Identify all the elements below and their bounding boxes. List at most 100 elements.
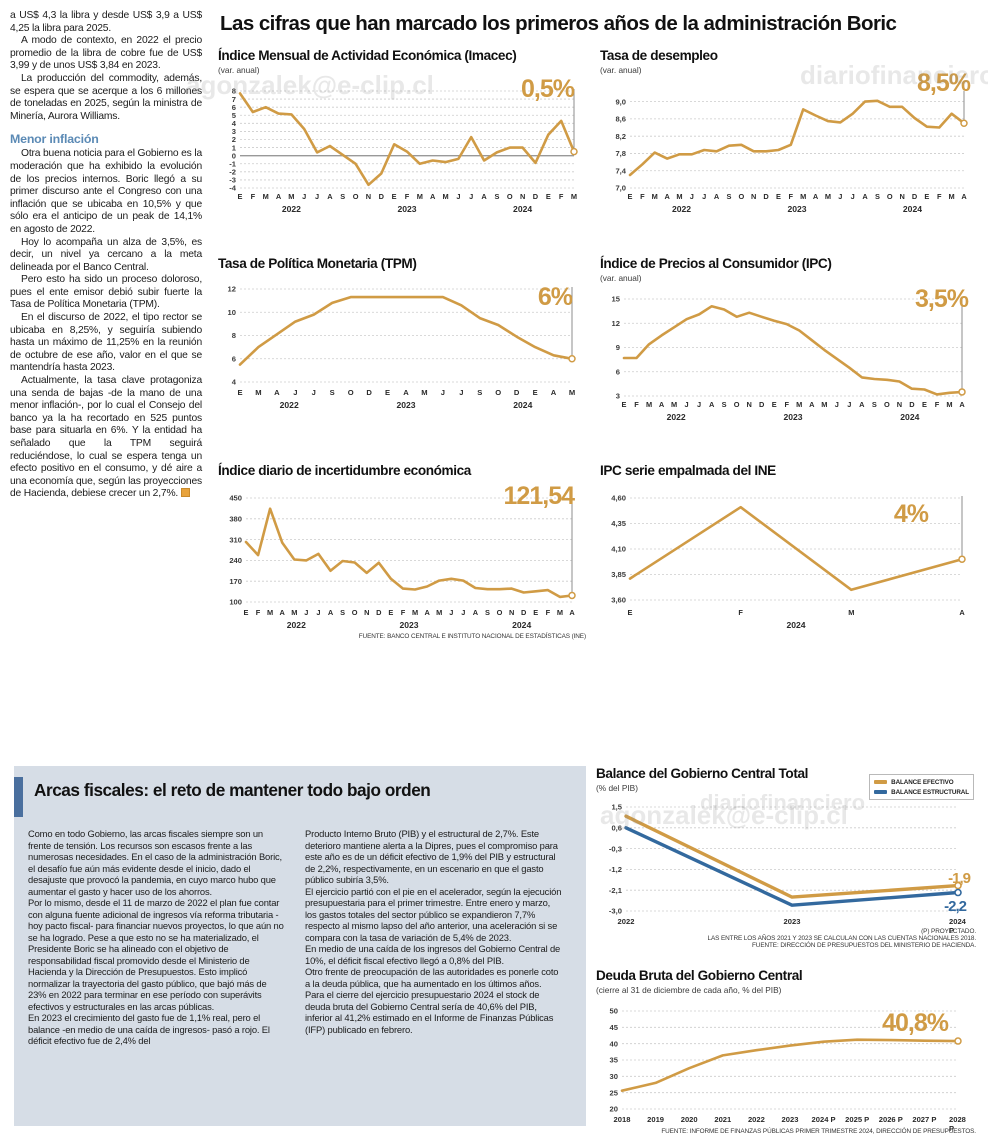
chart-source: FUENTE: INFORME DE FINANZAS PÚBLICAS PRI…: [661, 1128, 976, 1135]
svg-text:3,85: 3,85: [611, 570, 627, 579]
svg-text:40: 40: [610, 1039, 618, 1048]
x-tick-label: D: [911, 192, 918, 201]
paragraph-text: Actualmente, la tasa clave protagoniza u…: [10, 375, 202, 500]
chart-title: Índice Mensual de Actividad Económica (I…: [218, 48, 517, 63]
x-tick-label: J: [449, 608, 454, 617]
x-tick-label: J: [847, 400, 852, 409]
x-tick-label: M: [255, 388, 262, 397]
x-tick-label: J: [459, 388, 464, 397]
svg-text:6: 6: [232, 354, 236, 363]
x-tick-label: N: [508, 608, 515, 617]
plot-area: 450 380 310 240 170 100 121,54: [218, 480, 586, 608]
x-tick-label: 2025 P: [845, 1115, 870, 1124]
x-tick-label: 2019: [647, 1115, 665, 1124]
chart-legend: BALANCE EFECTIVO BALANCE ESTRUCTURAL: [869, 774, 974, 800]
x-tick-label: A: [658, 400, 665, 409]
x-tick-label: S: [477, 388, 483, 397]
svg-text:2: 2: [232, 135, 236, 144]
chart-highlight-value: 40,8%: [882, 1009, 949, 1037]
chart-subtitle: (var. anual): [600, 273, 642, 283]
x-tick-label: A: [424, 608, 430, 617]
end-mark-icon: [181, 488, 191, 498]
x-tick-label: O: [351, 608, 358, 617]
svg-text:9: 9: [616, 343, 620, 352]
year-label: 2023: [397, 204, 417, 214]
x-tick-label: A: [713, 192, 720, 201]
x-tick-label: D: [513, 388, 520, 397]
x-tick-label: 2023: [783, 917, 801, 926]
paragraph: Pero esto ha sido un proceso doloroso, p…: [10, 274, 202, 311]
x-tick-label: A: [959, 400, 965, 409]
year-label: 2024: [513, 400, 533, 410]
x-tick-label: 2018: [613, 1115, 631, 1124]
legend-item: BALANCE EFECTIVO: [874, 777, 969, 787]
x-tick-label: E: [621, 400, 627, 409]
chart-highlight-value: 0,5%: [521, 75, 575, 103]
chart-ipc: Índice de Precios al Consumidor (IPC) (va…: [600, 256, 978, 423]
year-labels: 2022 2023 2024: [218, 620, 586, 631]
x-tick-label: N: [746, 400, 752, 409]
year-label: 2022: [279, 400, 299, 410]
x-tick-label: O: [347, 388, 354, 397]
svg-text:4: 4: [232, 378, 237, 387]
x-tick-label: N: [364, 608, 370, 617]
svg-text:8,2: 8,2: [615, 132, 626, 141]
x-tick-label: M: [848, 608, 855, 617]
x-tick-label: S: [726, 192, 732, 201]
x-tick-label: A: [327, 192, 333, 201]
year-label: 2024: [512, 620, 532, 630]
x-tick-label: F: [784, 400, 789, 409]
x-tick-label: 2026 P: [878, 1115, 903, 1124]
x-tick-label: A: [961, 192, 967, 201]
x-tick-label: M: [556, 608, 564, 617]
year-label: 2023: [399, 620, 419, 630]
x-tick-label: A: [430, 192, 436, 201]
year-labels: 2022 2023 2024: [218, 204, 586, 215]
legend-label: BALANCE EFECTIVO: [891, 778, 954, 786]
svg-text:35: 35: [610, 1056, 619, 1065]
year-label: 2024: [902, 204, 923, 214]
chart-deuda: Deuda Bruta del Gobierno Central (cierre …: [596, 968, 976, 1135]
paragraph: Otro frente de preocupación de las autor…: [305, 966, 559, 989]
x-tick-label: M: [821, 400, 828, 409]
chart-subtitle: (var. anual): [218, 65, 260, 75]
svg-text:310: 310: [229, 535, 242, 544]
x-tick-label: A: [550, 388, 557, 397]
x-tick-label: M: [651, 192, 658, 201]
x-tick-label: M: [570, 192, 578, 201]
chart-note: FUENTE: DIRECCIÓN DE PRESUPUESTOS DEL MI…: [752, 942, 976, 949]
x-tick-label: E: [237, 388, 243, 397]
x-tick-label: F: [738, 608, 743, 617]
chart-ipc-empalmada: IPC serie empalmada del INE 4,60 4,35 4,10 3…: [600, 463, 978, 631]
x-tick-label: S: [874, 192, 880, 201]
x-tick-label: A: [327, 608, 334, 617]
x-tick-label: S: [485, 608, 490, 617]
x-tick-label: F: [400, 608, 406, 617]
x-tick-label: E: [243, 608, 249, 617]
paragraph: a US$ 4,3 la libra y desde US$ 3,9 a US$…: [10, 10, 202, 34]
svg-text:6: 6: [616, 367, 620, 376]
x-tick-label: J: [850, 192, 855, 201]
year-labels: 2022 2023 2024: [600, 204, 978, 215]
svg-text:50: 50: [610, 1007, 618, 1016]
chart-title: Índice de Precios al Consumidor (IPC): [600, 256, 832, 271]
svg-text:-0,3: -0,3: [609, 844, 622, 853]
svg-text:-4: -4: [229, 184, 237, 192]
x-tick-label: O: [884, 400, 890, 409]
series-end-label: -2,2: [944, 898, 967, 915]
x-tick-label: O: [496, 608, 503, 617]
year-labels: 2022 2023 2024: [218, 400, 586, 411]
year-label: 2022: [666, 412, 686, 422]
chart-desempleo: Tasa de desempleo (var. anual) 9,0 8,6 8,2 7,…: [600, 48, 978, 215]
x-tick-label: E: [237, 192, 243, 201]
x-tick-label: F: [545, 608, 551, 617]
x-tick-label: J: [469, 192, 474, 201]
x-tick-label: A: [708, 400, 715, 409]
x-tick-label: F: [250, 192, 256, 201]
x-tick-label: F: [558, 192, 564, 201]
chart-subtitle: (% del PIB): [596, 783, 638, 793]
svg-text:240: 240: [229, 556, 242, 565]
svg-text:0: 0: [232, 151, 236, 160]
